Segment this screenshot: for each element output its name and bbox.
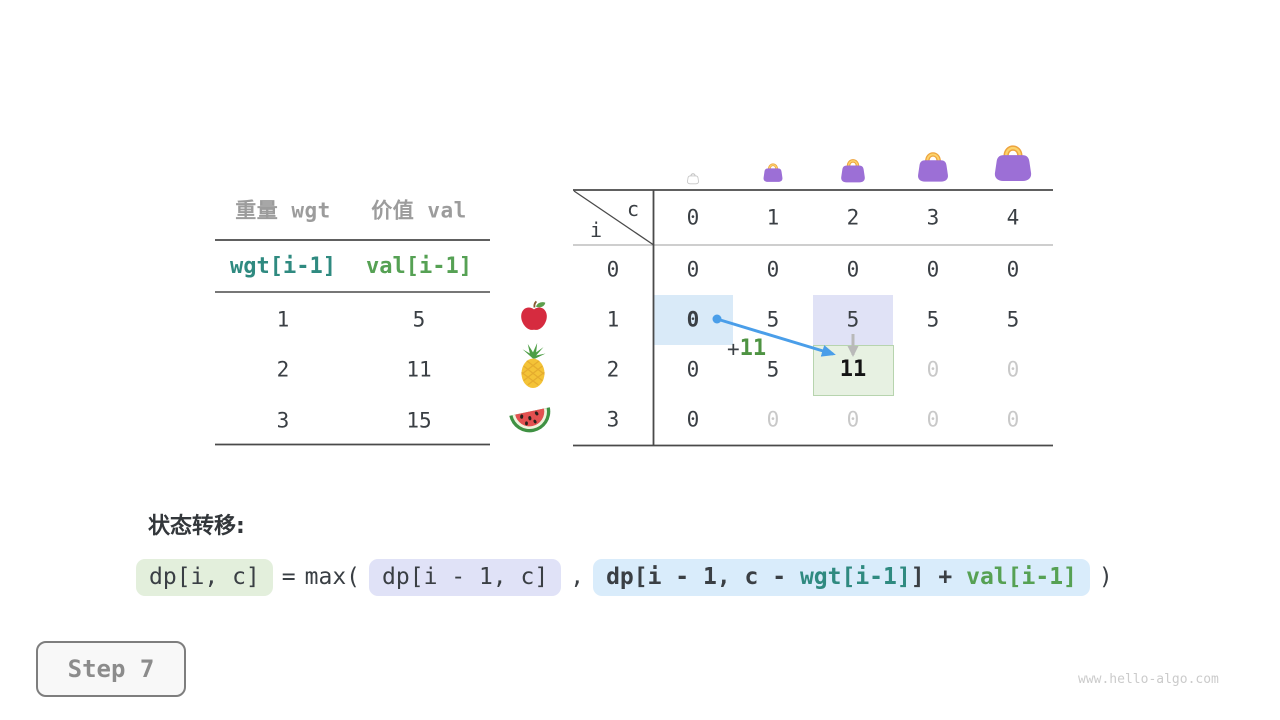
transition-section-title: 状态转移: [148,514,245,539]
dp-cell-r1-c2: 5 [846,307,860,332]
items-cell: 15 [406,408,432,433]
dp-cell-r0-c4: 0 [1006,257,1020,282]
dp-cell-r2-c2: 11 [839,357,867,382]
items-cell: 3 [276,408,290,433]
dp-cell-r3-c1: 0 [766,407,780,432]
items-cell: 1 [276,307,290,332]
items-col-header: 价值 val [371,198,467,223]
dp-cell-r3-c3: 0 [926,407,940,432]
dp-cell-r0-c2: 0 [846,257,860,282]
transition-gain-label: + 11 [727,338,766,360]
dp-col-header: 1 [766,205,780,230]
comma: , [570,564,585,590]
pineapple-icon [521,343,546,388]
dp-corner-row-axis: i [589,218,603,242]
apple-icon [521,300,547,330]
bag-icon [914,147,952,187]
items-cell: 2 [276,357,290,382]
items-index-label: wgt[i-1] [230,254,336,279]
arg2-wgt-part: wgt[i-1] [799,564,911,590]
dp-cell-r2-c1: 5 [766,357,780,382]
gain-value: 11 [739,336,767,361]
max-open: max( [304,564,361,590]
dp-col-header: 0 [686,205,700,230]
dp-cell-r0-c0: 0 [686,257,700,282]
arg2-dp-part: dp[i - 1, c - [606,564,800,590]
dp-row-header: 0 [606,257,620,282]
dp-cell-r1-c4: 5 [1006,307,1020,332]
dp-cell-r1-c0: 0 [686,307,700,332]
close-paren: ) [1098,564,1113,590]
items-index-label: val[i-1] [366,254,472,279]
formula-lhs: dp[i, c] [136,559,273,596]
dp-row-header: 1 [606,307,620,332]
formula-arg2: dp[i - 1, c - wgt[i-1]] + val[i-1] [593,559,1090,596]
dp-cell-r1-c3: 5 [926,307,940,332]
dp-cell-r3-c4: 0 [1006,407,1020,432]
step-badge: Step 7 [36,641,186,697]
dp-corner-col-axis: c [626,197,640,221]
equals-sign: = [281,564,296,590]
bag-icon [761,160,785,187]
bag-icon [838,155,868,188]
empty-bag-icon [686,170,700,189]
bag-icon [990,139,1036,187]
dp-row-header: 2 [606,357,620,382]
dp-col-header: 2 [846,205,860,230]
plus-sign: + [727,336,740,361]
dp-cell-r2-c0: 0 [686,357,700,382]
watermark: www.hello-algo.com [1078,672,1219,687]
items-cell: 11 [406,357,432,382]
dp-cell-r1-c1: 5 [766,307,780,332]
dp-cell-r3-c2: 0 [846,407,860,432]
arg2-bracket-plus: ] + [910,564,967,590]
dp-cell-r3-c0: 0 [686,407,700,432]
transition-formula: dp[i, c] = max( dp[i - 1, c] , dp[i - 1,… [136,559,1113,596]
items-col-header: 重量 wgt [235,198,331,223]
arg2-val-part: val[i-1] [966,564,1077,590]
watermelon-icon [509,407,551,433]
dp-cell-r0-c1: 0 [766,257,780,282]
dp-cell-r2-c3: 0 [926,357,940,382]
formula-arg1: dp[i - 1, c] [369,559,562,596]
dp-cell-r0-c3: 0 [926,257,940,282]
dp-row-header: 3 [606,407,620,432]
items-cell: 5 [412,307,426,332]
dp-col-header: 4 [1006,205,1020,230]
dp-col-header: 3 [926,205,940,230]
dp-cell-r2-c4: 0 [1006,357,1020,382]
